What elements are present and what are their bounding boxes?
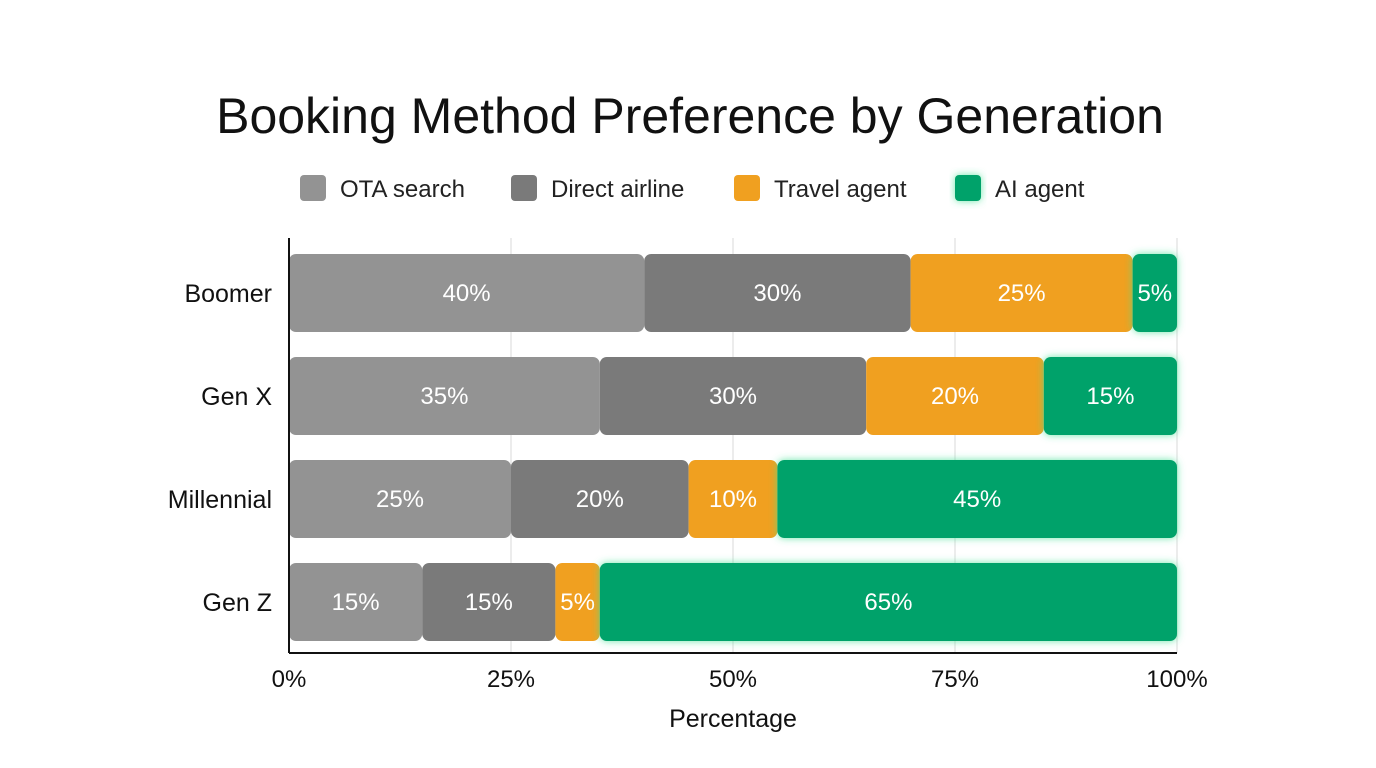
bar bbox=[688, 460, 778, 538]
bar-value-label: 30% bbox=[709, 383, 757, 410]
chart-title: Booking Method Preference by Generation bbox=[216, 88, 1164, 144]
bar-value-label: 15% bbox=[332, 589, 380, 616]
bar-value-label: 15% bbox=[465, 589, 513, 616]
bars: 40% 30% 25% 5% 35% 30% 20% 15% 25% 20% 10% 45% 15% 15… bbox=[289, 254, 1177, 641]
legend-swatch bbox=[300, 175, 326, 201]
bar bbox=[1043, 357, 1177, 435]
axes: Boomer Gen X Millennial Gen Z 0% 25% 50% 75% 100… bbox=[168, 238, 1208, 693]
legend-label: Travel agent bbox=[774, 176, 907, 203]
legend-swatch bbox=[734, 175, 760, 201]
x-tick-label: 75% bbox=[931, 666, 979, 693]
legend-swatch bbox=[955, 175, 981, 201]
bar bbox=[599, 563, 1177, 641]
legend-label: AI agent bbox=[995, 176, 1085, 203]
bar bbox=[599, 357, 867, 435]
x-tick-label: 100% bbox=[1146, 666, 1207, 693]
bar-value-label: 20% bbox=[576, 486, 624, 513]
bar-value-label: 25% bbox=[376, 486, 424, 513]
bar bbox=[644, 254, 911, 332]
category-label: Gen Z bbox=[203, 589, 272, 617]
bar bbox=[289, 563, 423, 641]
bar bbox=[422, 563, 556, 641]
bar-value-label: 5% bbox=[1137, 280, 1172, 307]
bar bbox=[555, 563, 600, 641]
x-tick-label: 50% bbox=[709, 666, 757, 693]
bar-value-label: 10% bbox=[709, 486, 757, 513]
bar bbox=[289, 460, 511, 538]
x-tick-label: 0% bbox=[272, 666, 307, 693]
x-axis-title: Percentage bbox=[669, 705, 797, 733]
bar-value-label: 40% bbox=[443, 280, 491, 307]
bar bbox=[1132, 254, 1177, 332]
bar-value-label: 65% bbox=[864, 589, 912, 616]
bar bbox=[910, 254, 1133, 332]
legend: OTA search Direct airline Travel agent AI a… bbox=[300, 175, 1085, 203]
bar-value-label: 35% bbox=[420, 383, 468, 410]
bar-value-label: 45% bbox=[953, 486, 1001, 513]
bar-value-label: 5% bbox=[560, 589, 595, 616]
bar bbox=[289, 357, 600, 435]
bar bbox=[866, 357, 1044, 435]
legend-label: Direct airline bbox=[551, 176, 684, 203]
category-label: Millennial bbox=[168, 486, 272, 514]
bar-value-label: 20% bbox=[931, 383, 979, 410]
bar-value-label: 25% bbox=[998, 280, 1046, 307]
category-label: Gen X bbox=[201, 383, 272, 411]
category-label: Boomer bbox=[184, 280, 272, 308]
legend-swatch bbox=[511, 175, 537, 201]
bar bbox=[289, 254, 645, 332]
bar bbox=[511, 460, 689, 538]
legend-label: OTA search bbox=[340, 176, 465, 203]
x-tick-label: 25% bbox=[487, 666, 535, 693]
bar bbox=[777, 460, 1177, 538]
bar-value-label: 30% bbox=[753, 280, 801, 307]
bar-value-label: 15% bbox=[1086, 383, 1134, 410]
